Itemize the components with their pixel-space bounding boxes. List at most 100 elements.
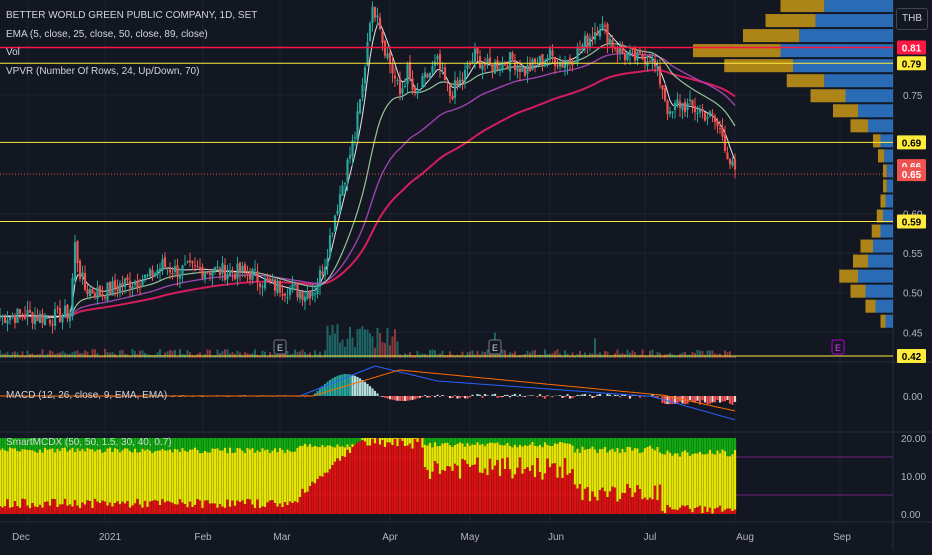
mcdx-retail-bar <box>446 438 448 443</box>
mcdx-hotmoney-bar <box>181 448 183 502</box>
mcdx-retail-bar <box>176 438 178 450</box>
ema-legend[interactable]: EMA (5, close, 25, close, 50, close, 89,… <box>6 29 208 40</box>
mcdx-retail-bar <box>189 438 191 450</box>
candle-body <box>229 270 231 275</box>
event-marker-2: E <box>832 340 844 354</box>
candle-body <box>731 161 733 166</box>
currency-label[interactable]: THB <box>896 8 928 30</box>
candle-body <box>344 183 346 185</box>
volume-bar <box>92 349 94 358</box>
mcdx-banker-bar <box>399 439 401 514</box>
mcdx-hotmoney-bar <box>596 453 598 501</box>
mcdx-banker-bar <box>49 506 51 514</box>
mcdx-banker-bar <box>159 505 161 514</box>
mcdx-banker-bar <box>639 489 641 514</box>
mcdx-hotmoney-bar <box>716 451 718 508</box>
candle-body <box>224 265 226 280</box>
mcdx-banker-bar <box>59 504 61 514</box>
volume-bar <box>109 353 111 358</box>
mcdx-retail-bar <box>569 438 571 444</box>
candle-body <box>339 194 341 212</box>
mcdx-hotmoney-bar <box>116 449 118 501</box>
candle-body <box>514 60 516 70</box>
candle-body <box>99 286 101 296</box>
candle-body <box>611 40 613 47</box>
mcdx-retail-bar <box>469 438 471 446</box>
candle-body <box>566 60 568 65</box>
mcdx-hotmoney-bar <box>731 454 733 511</box>
candle-body <box>561 64 563 68</box>
macd-histogram-bar <box>566 394 568 396</box>
macd-histogram-bar <box>509 396 511 397</box>
candle-body <box>399 78 401 94</box>
mcdx-hotmoney-bar <box>84 451 86 504</box>
mcdx-hotmoney-bar <box>46 450 48 502</box>
mcdx-hotmoney-bar <box>421 438 423 448</box>
mcdx-retail-bar <box>614 438 616 452</box>
volume-bar <box>87 352 89 358</box>
event-marker-1: E <box>489 340 501 354</box>
candle-body <box>36 315 38 321</box>
candle-body <box>169 270 171 273</box>
candle-body <box>376 15 378 17</box>
vpvr-legend[interactable]: VPVR (Number Of Rows, 24, Up/Down, 70) <box>6 66 199 77</box>
candle-body <box>194 265 196 266</box>
volume-bar <box>224 349 226 358</box>
mcdx-hotmoney-bar <box>106 449 108 506</box>
vol-legend[interactable]: Vol <box>6 47 20 58</box>
macd-histogram-bar <box>326 382 328 396</box>
macd-histogram-bar <box>409 396 411 400</box>
volume-bar <box>649 351 651 358</box>
candle-body <box>239 263 241 273</box>
mcdx-hotmoney-bar <box>489 443 491 459</box>
mcdx-retail-bar <box>196 438 198 450</box>
mcdx-retail-bar <box>616 438 618 448</box>
candle-body <box>9 317 11 320</box>
smartmcdx-legend[interactable]: SmartMCDX (50, 50, 1.5, 30, 40, 0.7) <box>6 437 172 448</box>
mcdx-banker-bar <box>444 471 446 514</box>
mcdx-retail-bar <box>544 438 546 442</box>
candle-body <box>524 68 526 76</box>
candle-body <box>491 65 493 72</box>
mcdx-retail-bar <box>314 438 316 446</box>
volume-bar <box>359 329 361 358</box>
mcdx-retail-bar <box>426 438 428 445</box>
mcdx-retail-bar <box>271 438 273 451</box>
mcdx-hotmoney-bar <box>681 452 683 506</box>
candle-body <box>49 320 51 324</box>
mcdx-hotmoney-bar <box>459 442 461 478</box>
candle-body <box>334 215 336 232</box>
mcdx-banker-bar <box>529 471 531 514</box>
mcdx-hotmoney-bar <box>444 443 446 471</box>
mcdx-banker-bar <box>666 505 668 514</box>
mcdx-hotmoney-bar <box>69 450 71 505</box>
macd-histogram-bar <box>584 394 586 396</box>
mcdx-retail-bar <box>251 438 253 448</box>
mcdx-retail-bar <box>231 438 233 453</box>
mcdx-banker-bar <box>641 499 643 514</box>
mcdx-banker-bar <box>621 493 623 514</box>
volume-bar <box>187 350 189 358</box>
candle-body <box>21 316 23 317</box>
mcdx-banker-bar <box>551 464 553 514</box>
mcdx-hotmoney-bar <box>474 445 476 465</box>
mcdx-hotmoney-bar <box>64 448 66 499</box>
candle-body <box>196 266 198 267</box>
volume-bar <box>134 351 136 358</box>
mcdx-hotmoney-bar <box>224 448 226 508</box>
mcdx-hotmoney-bar <box>461 443 463 459</box>
volume-bar <box>607 351 609 358</box>
mcdx-hotmoney-bar <box>594 450 596 497</box>
candle-body <box>316 285 318 294</box>
mcdx-banker-bar <box>269 501 271 514</box>
candle-body <box>94 293 96 297</box>
macd-histogram-bar <box>514 394 516 396</box>
candle-body <box>211 272 213 276</box>
mcdx-banker-bar <box>381 440 383 514</box>
macd-legend[interactable]: MACD (12, 26, close, 9, EMA, EMA) <box>6 390 167 401</box>
mcdx-banker-bar <box>619 499 621 514</box>
mcdx-banker-bar <box>401 441 403 514</box>
candle-body <box>159 268 161 271</box>
mcdx-hotmoney-bar <box>646 447 648 500</box>
mcdx-retail-bar <box>619 438 621 453</box>
